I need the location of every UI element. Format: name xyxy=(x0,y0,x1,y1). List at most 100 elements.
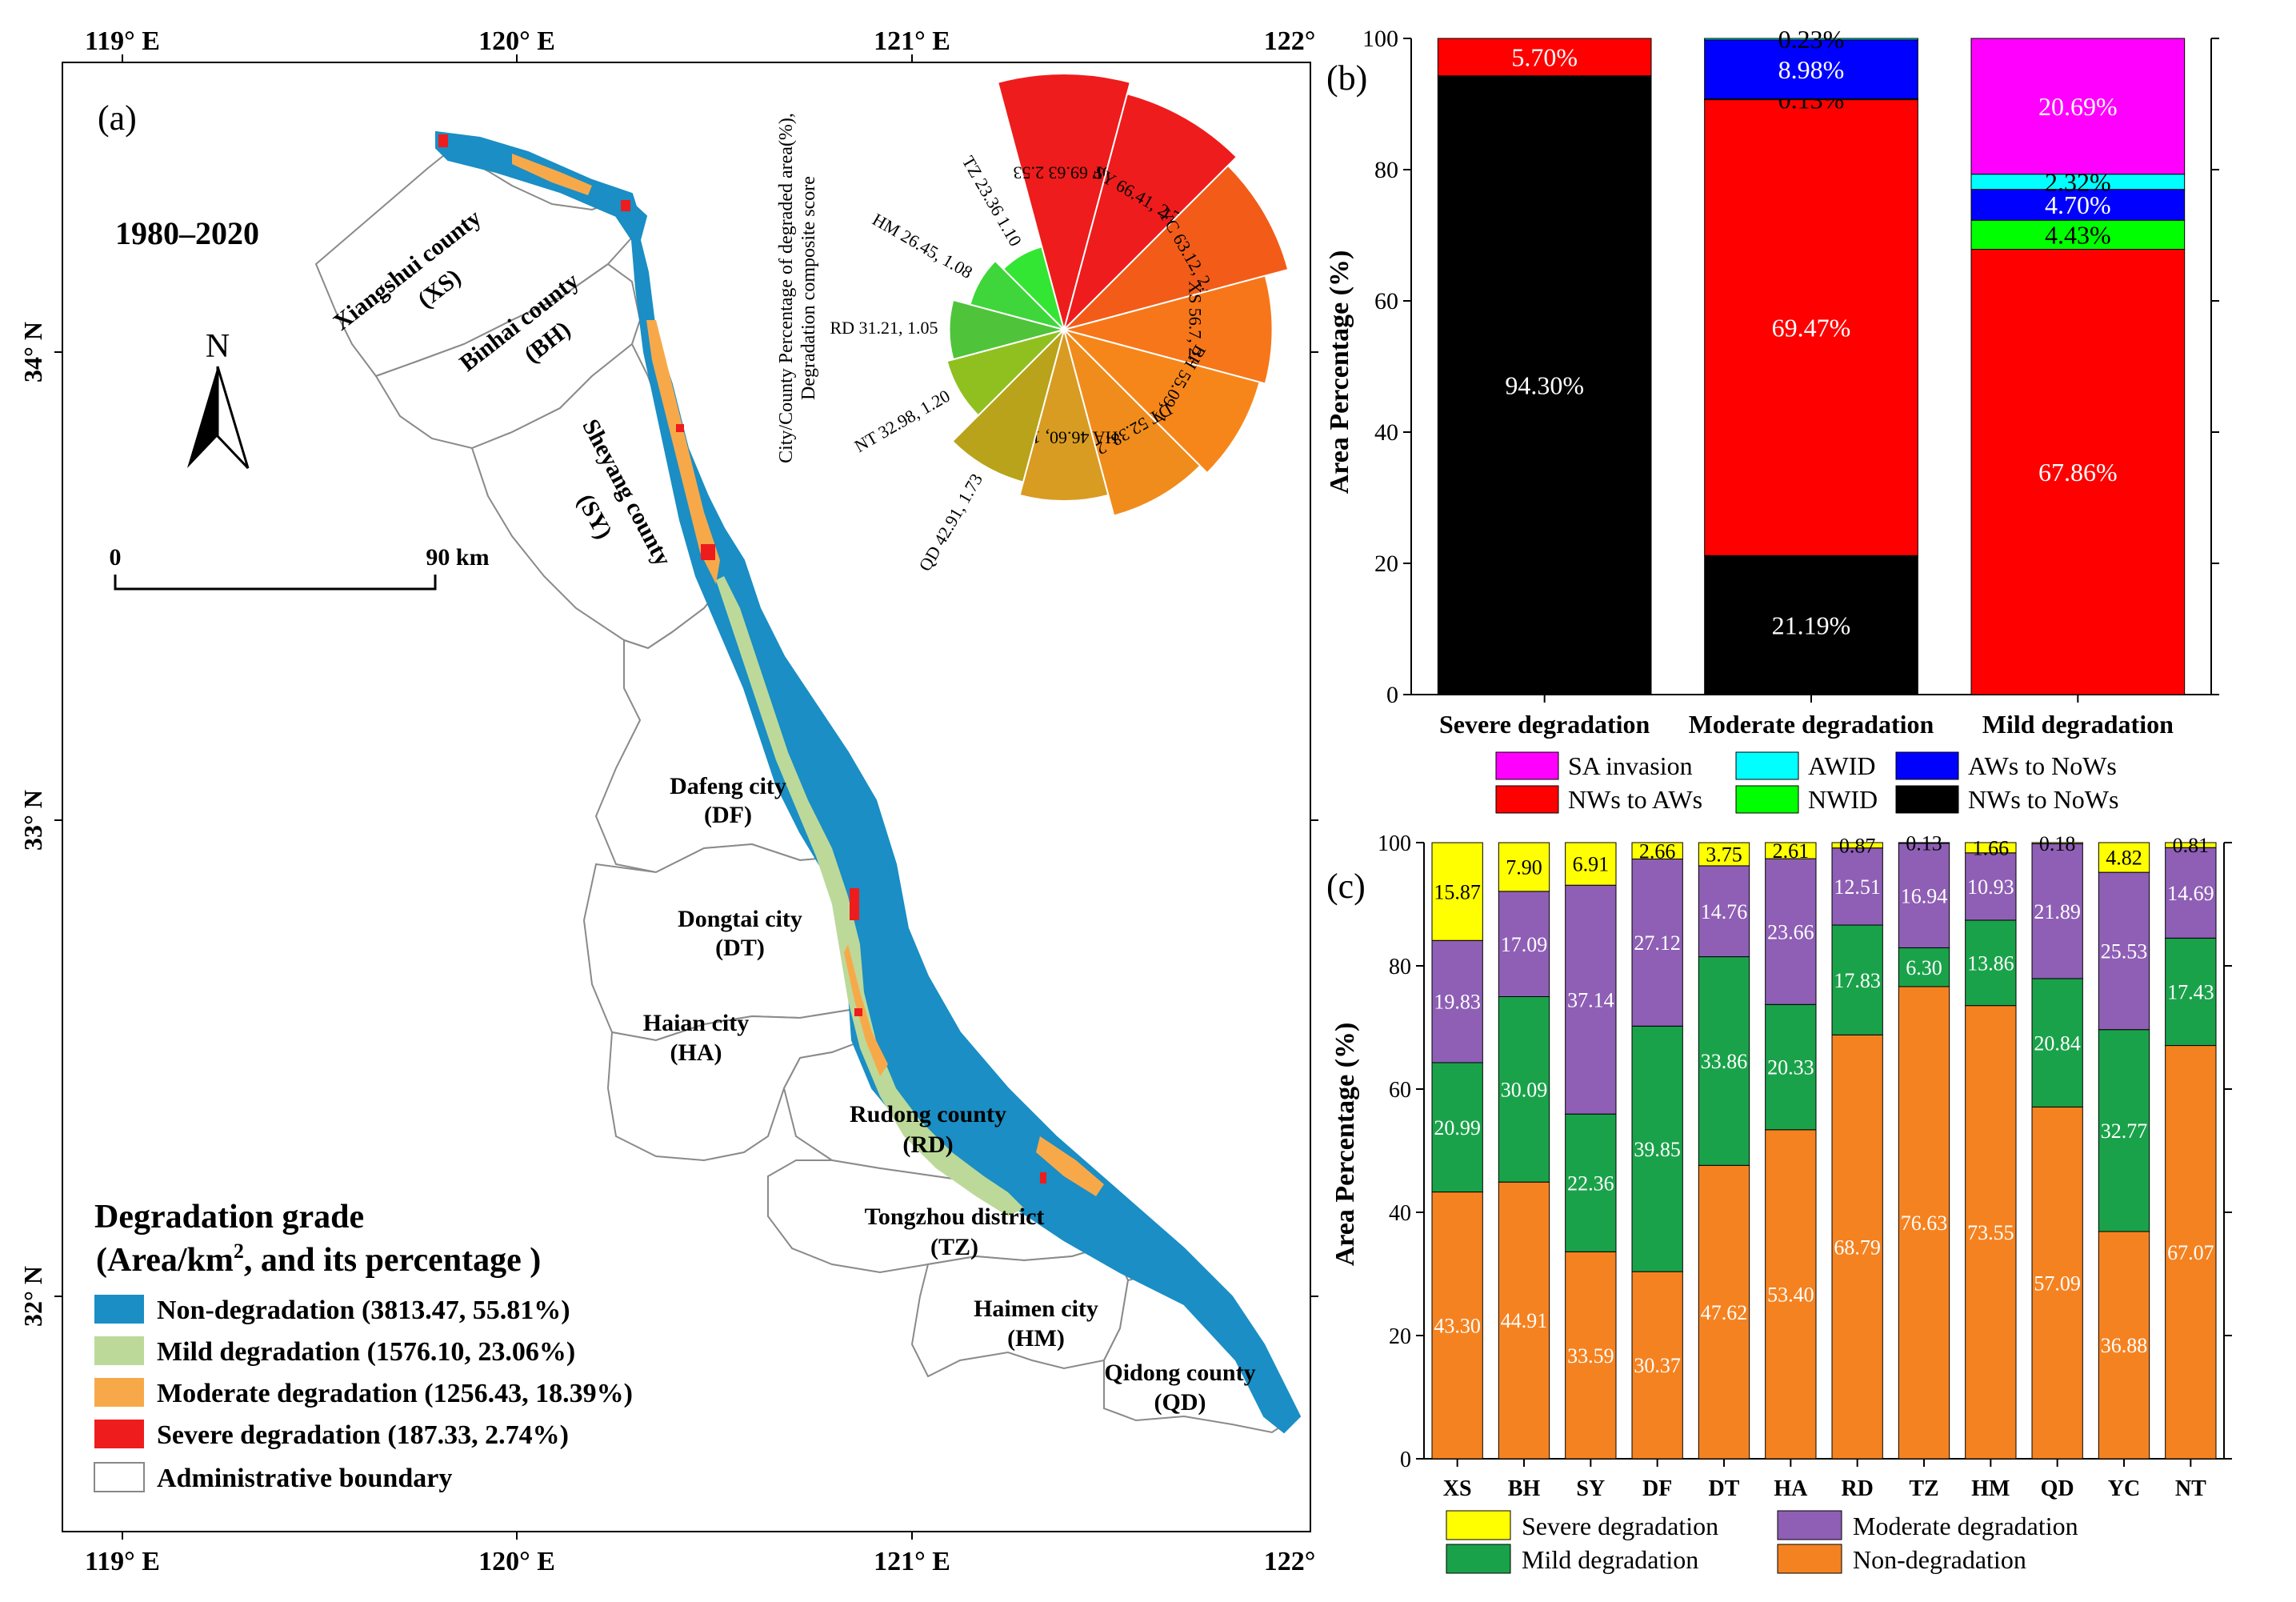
data-label: 4.70% xyxy=(2045,190,2111,219)
rose-slice-bh xyxy=(1061,328,1261,475)
y-tick-label: 40 xyxy=(1389,1201,1411,1226)
data-label: 33.59 xyxy=(1567,1344,1614,1368)
x-tick-label: TZ xyxy=(1909,1476,1938,1501)
data-label: 21.89 xyxy=(2034,900,2081,923)
y-tick-label: 100 xyxy=(1378,831,1411,856)
panel-label-a: (a) xyxy=(98,98,137,138)
rose-slice-ha xyxy=(1018,326,1110,503)
data-label: 30.37 xyxy=(1634,1354,1681,1377)
bar-segment-moderate-degradation xyxy=(2031,843,2083,979)
bar-segment-moderate-degradation xyxy=(2098,871,2150,1031)
region-abbr-rd: (RD) xyxy=(902,1131,953,1158)
bar-segment-severe-degradation xyxy=(1831,842,1883,849)
rose-slice-rd xyxy=(948,298,1067,361)
bar-segment-severe-degradation xyxy=(1965,842,2017,854)
bar-segment-non-degradation xyxy=(2031,1106,2083,1460)
legend-label-moderate: Moderate degradation (1256.43, 18.39%) xyxy=(157,1379,633,1408)
bar-segment-non-degradation xyxy=(2165,1045,2217,1460)
legend-swatch-severe xyxy=(94,1420,144,1448)
data-label: 20.69% xyxy=(2038,92,2118,121)
legend-c-swatch xyxy=(1777,1510,1842,1540)
x-tick-label: SY xyxy=(1576,1476,1605,1501)
lon-tick-top: 121° E xyxy=(874,26,950,56)
region-abbr-dt: (DT) xyxy=(715,935,765,961)
y-tick-label: 80 xyxy=(1389,955,1411,979)
bar-segment-non-degradation xyxy=(1431,1191,1483,1460)
legend-b-swatch xyxy=(1895,785,1959,814)
bar-segment-severe-degradation xyxy=(1565,842,1617,886)
data-label: 6.30 xyxy=(1906,956,1942,979)
bar-segment-nws-to-aws xyxy=(1437,38,1652,77)
data-label: 94.30% xyxy=(1505,371,1584,400)
data-label: 43.30 xyxy=(1434,1314,1481,1337)
data-label: 14.69 xyxy=(2167,882,2214,905)
x-tick-label: BH xyxy=(1508,1476,1541,1501)
data-label: 20.33 xyxy=(1767,1056,1814,1079)
bar-segment-aws-to-nows xyxy=(1704,39,1918,100)
bar-segment-severe-degradation xyxy=(2098,842,2150,873)
region-abbr-tz: (TZ) xyxy=(930,1234,978,1260)
rose-slice-yc xyxy=(1061,164,1290,331)
data-label: 5.70% xyxy=(1511,43,1578,72)
bar-segment-mild-degradation xyxy=(2098,1029,2150,1232)
period-label: 1980–2020 xyxy=(115,215,259,251)
lon-tick-bottom: 119° E xyxy=(85,1547,160,1576)
bar-segment-mild-degradation xyxy=(2031,978,2083,1107)
x-tick-label: DF xyxy=(1642,1476,1672,1501)
x-tick-label: RD xyxy=(1841,1476,1873,1501)
data-label: 13.86 xyxy=(1967,951,2014,975)
lat-tick: 34° N xyxy=(18,322,47,382)
bar-segment-aws-to-nows xyxy=(1970,189,2186,221)
bar-segment-non-degradation xyxy=(1631,1271,1683,1460)
rose-label-rd: RD 31.21, 1.05 xyxy=(830,318,938,338)
bar-segment-mild-degradation xyxy=(1831,924,1883,1035)
bar-segment-awid xyxy=(1704,38,1918,41)
data-label: 20.99 xyxy=(1434,1116,1481,1139)
data-label: 4.43% xyxy=(2045,221,2111,250)
lon-tick-top: 120° E xyxy=(478,26,555,56)
bar-segment-mild-degradation xyxy=(1765,1003,1817,1131)
bar-segment-moderate-degradation xyxy=(1498,891,1550,997)
lon-tick-top: 122° xyxy=(1264,26,1316,56)
data-label: 53.40 xyxy=(1767,1284,1814,1307)
bar-segment-severe-degradation xyxy=(1498,842,1550,892)
map-legend: Degradation grade (Area/km2, and its per… xyxy=(94,1199,633,1493)
data-label: 12.51 xyxy=(1834,875,1881,899)
rose-chart-title: City/County Percentage of degraded area(… xyxy=(776,113,819,463)
map-legend-title: Degradation grade xyxy=(94,1199,364,1236)
panel-b: (b) Area Percentage (%) 0 20 40 60 80 100 94.3… xyxy=(1325,25,2219,814)
data-label: 10.93 xyxy=(1967,875,2014,899)
bar-segment-moderate-degradation xyxy=(1698,865,1750,958)
y-tick-label: 80 xyxy=(1374,157,1398,183)
legend-b-swatch xyxy=(1495,785,1559,814)
data-label: 17.43 xyxy=(2167,981,2214,1004)
legend-swatch-mild xyxy=(94,1336,144,1365)
x-tick-label: Mild degradation xyxy=(1982,710,2174,739)
rose-label-df: DF 69.63 2.53 xyxy=(1013,163,1114,183)
data-label: 21.19% xyxy=(1772,611,1851,639)
data-label: 0.23% xyxy=(1778,25,1845,54)
bar-segment-non-degradation xyxy=(1765,1129,1817,1460)
panel-label-b: (b) xyxy=(1326,58,1367,98)
mild-degradation-area xyxy=(716,576,1024,1216)
region-abbr-df: (DF) xyxy=(704,802,752,828)
x-tick-label: XS xyxy=(1443,1476,1472,1501)
data-label: 33.86 xyxy=(1701,1050,1748,1073)
data-label: 37.14 xyxy=(1567,988,1614,1011)
panel-b-ylabel: Area Percentage (%) xyxy=(1325,250,1354,495)
north-arrow-label: N xyxy=(206,328,230,365)
bar-segment-severe-degradation xyxy=(2165,842,2217,848)
legend-c-label: Non-degradation xyxy=(1853,1545,2026,1574)
lon-tick-bottom: 122° xyxy=(1264,1547,1316,1576)
bar-segment-severe-degradation xyxy=(1698,842,1750,867)
y-tick-label: 60 xyxy=(1389,1078,1411,1103)
region-label-tz: Tongzhou district xyxy=(865,1204,1045,1230)
region-label-df: Dafeng city xyxy=(670,773,786,799)
data-label: 32.77 xyxy=(2101,1119,2148,1143)
bar-segment-sa-invasion xyxy=(1970,38,2186,175)
legend-b-label: AWs to NoWs xyxy=(1968,751,2117,780)
bar-segment-mild-degradation xyxy=(1631,1025,1683,1272)
region-abbr-qd: (QD) xyxy=(1154,1389,1206,1416)
bar-segment-severe-degradation xyxy=(1431,842,1483,941)
